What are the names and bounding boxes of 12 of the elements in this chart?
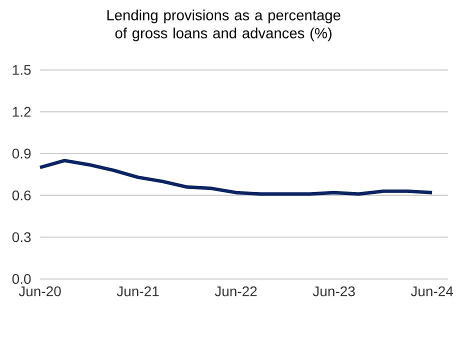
x-tick-label: Jun-24	[410, 286, 454, 296]
chart-title: Lending provisions as a percentage of gross loans and advances (%)	[107, 10, 340, 42]
y-tick-label: 1.2	[12, 106, 31, 117]
y-tick-label: 0.0	[12, 274, 31, 284]
x-tick-label: Jun-22	[214, 286, 257, 296]
x-tick-label: Jun-20	[18, 286, 61, 296]
y-tick-label: 0.3	[12, 232, 31, 242]
y-tick-label: 1.5	[12, 65, 31, 75]
y-tick-label: 0.9	[12, 148, 31, 159]
y-tick-label: 0.6	[12, 190, 31, 200]
x-tick-label: Jun-21	[116, 286, 159, 296]
x-tick-label: Jun-23	[312, 286, 355, 296]
